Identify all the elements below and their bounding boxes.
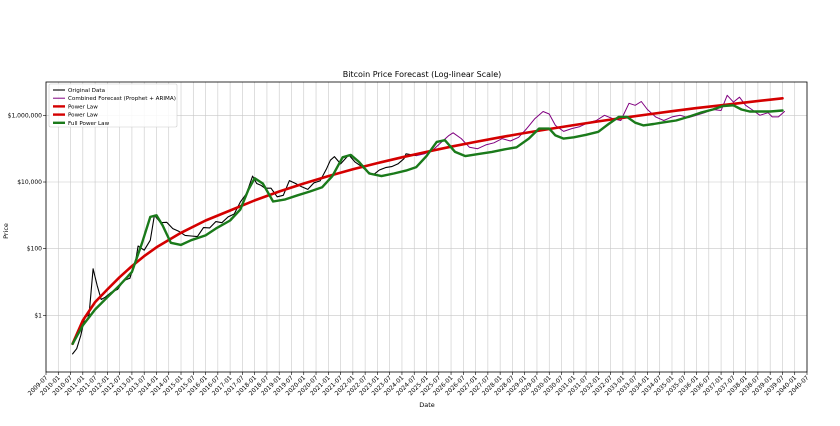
legend: Original Data Combined Forecast (Prophet … <box>48 83 178 128</box>
combined-forecast-line <box>415 94 785 157</box>
y-tick-label: $100 <box>27 246 42 253</box>
power-law-line <box>71 97 784 346</box>
legend-entry: Combined Forecast (Prophet + ARIMA) <box>68 96 176 102</box>
full-power-law-line <box>71 104 784 345</box>
legend-box <box>48 83 178 128</box>
x-axis-title: Date <box>419 401 435 409</box>
chart-title: Bitcoin Price Forecast (Log-linear Scale… <box>343 70 502 79</box>
legend-entry: Original Data <box>68 88 105 94</box>
legend-entry: Full Power Law <box>68 121 110 127</box>
y-tick-label: $1,000,000 <box>8 112 43 119</box>
legend-entry: Power Law <box>68 104 98 110</box>
series-lines <box>71 94 785 355</box>
x-axis-ticks: 2009-072010-012010-072011-012011-072012-… <box>27 372 811 397</box>
legend-entry: Power Law <box>68 113 98 119</box>
y-axis-title: Price <box>2 223 10 239</box>
y-tick-label: $10,000 <box>17 179 42 186</box>
y-tick-label: $1 <box>34 312 42 319</box>
y-axis-ticks: $1 $100 $10,000 $1,000,000 <box>8 112 46 319</box>
